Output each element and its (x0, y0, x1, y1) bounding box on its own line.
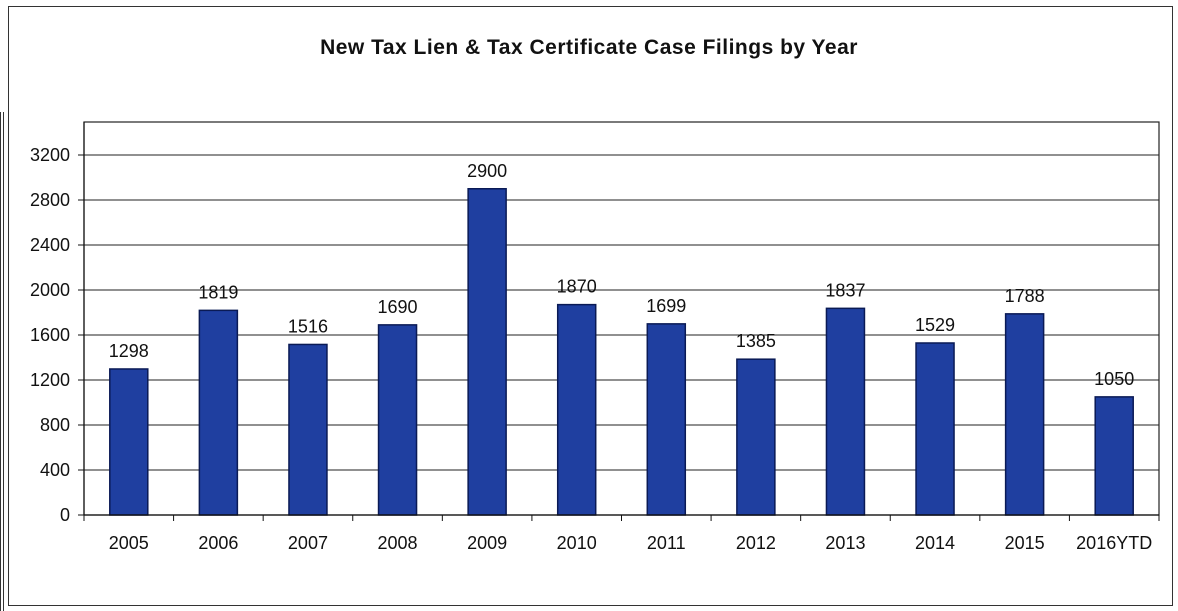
bar-2013 (825, 307, 866, 516)
y-tick-label: 2000 (30, 280, 70, 300)
x-tick-label-2010: 2010 (557, 533, 597, 553)
x-tick-label-2006: 2006 (198, 533, 238, 553)
x-tick-label-2009: 2009 (467, 533, 507, 553)
y-tick-label: 1600 (30, 325, 70, 345)
bar-2014 (915, 342, 955, 516)
bar-2007 (288, 343, 328, 516)
y-tick-label: 2800 (30, 190, 70, 210)
bar-2006 (198, 309, 239, 516)
x-tick-label-2013: 2013 (825, 533, 865, 553)
gridlines (84, 154, 1159, 471)
y-tick-label: 800 (40, 415, 70, 435)
data-label-2011: 1699 (646, 296, 686, 316)
x-tick-label-2005: 2005 (109, 533, 149, 553)
y-tick-label: 2400 (30, 235, 70, 255)
x-tick-label-2012: 2012 (736, 533, 776, 553)
bar-2016YTD (1094, 396, 1134, 516)
x-tick-label-2014: 2014 (915, 533, 955, 553)
y-tick-label: 0 (60, 505, 70, 525)
y-tick-label: 400 (40, 460, 70, 480)
data-label-2010: 1870 (557, 277, 597, 297)
y-tick-label: 1200 (30, 370, 70, 390)
data-label-2014: 1529 (915, 315, 955, 335)
x-tick-label-2016YTD: 2016YTD (1076, 533, 1152, 553)
bar-2012 (736, 358, 776, 516)
bar-2010 (556, 303, 597, 516)
x-tick-label-2011: 2011 (647, 533, 686, 553)
data-label-2013: 1837 (825, 280, 865, 300)
data-label-2005: 1298 (109, 341, 149, 361)
x-tick-label-2008: 2008 (378, 533, 418, 553)
y-tick-label: 3200 (30, 145, 70, 165)
x-tick-label-2007: 2007 (288, 533, 328, 553)
data-label-2006: 1819 (198, 282, 238, 302)
chart-frame (8, 6, 1173, 606)
bar-2015 (1004, 313, 1045, 516)
plot-area (83, 121, 1160, 516)
data-label-2009: 2900 (467, 161, 507, 181)
data-labels: 1298 1819 1516 1690 2900 1870 1699 1385 1837 1529… (109, 161, 1134, 389)
x-axis-ticks: 2005 2006 2007 2008 2009 2010 2011 2012 2013 2014… (83, 515, 1160, 553)
bar-2005 (109, 368, 149, 516)
data-label-2016YTD: 1050 (1094, 369, 1134, 389)
data-label-2007: 1516 (288, 316, 328, 336)
bars (109, 188, 1134, 516)
chart-title: New Tax Lien & Tax Certificate Case Fili… (320, 36, 858, 59)
bar-2011 (646, 323, 687, 516)
data-label-2008: 1690 (378, 297, 418, 317)
y-axis-ticks: 0 400 800 1200 1600 2000 2400 2800 3200 (30, 145, 84, 525)
x-tick-label-2015: 2015 (1005, 533, 1045, 553)
bar-2008 (377, 324, 418, 516)
data-label-2012: 1385 (736, 331, 776, 351)
data-label-2015: 1788 (1005, 286, 1045, 306)
bar-2009 (467, 188, 507, 516)
left-edge-border (0, 112, 4, 611)
